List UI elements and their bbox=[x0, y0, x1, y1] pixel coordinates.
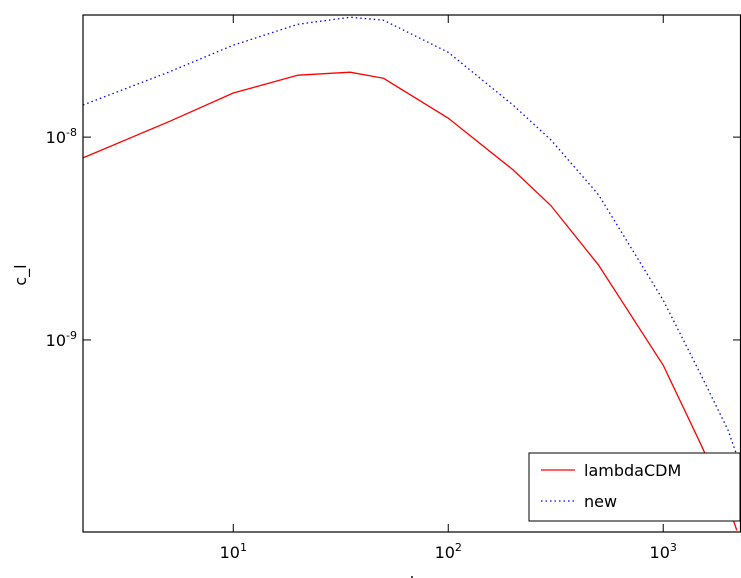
y-tick-label: 10-8 bbox=[46, 126, 77, 147]
legend: lambdaCDM new bbox=[528, 452, 741, 522]
legend-box bbox=[528, 452, 741, 522]
y-tick-label: 10-9 bbox=[46, 329, 77, 350]
x-axis-label: l bbox=[410, 573, 414, 578]
line-series bbox=[83, 71, 738, 531]
plot-lines bbox=[83, 16, 738, 531]
legend-label: lambdaCDM bbox=[584, 461, 681, 480]
y-axis-label: c_l bbox=[11, 264, 31, 285]
legend-label: new bbox=[584, 492, 617, 511]
x-tick-label: 101 bbox=[220, 541, 247, 562]
x-tick-label: 103 bbox=[650, 541, 677, 562]
x-tick-label: 102 bbox=[435, 541, 462, 562]
